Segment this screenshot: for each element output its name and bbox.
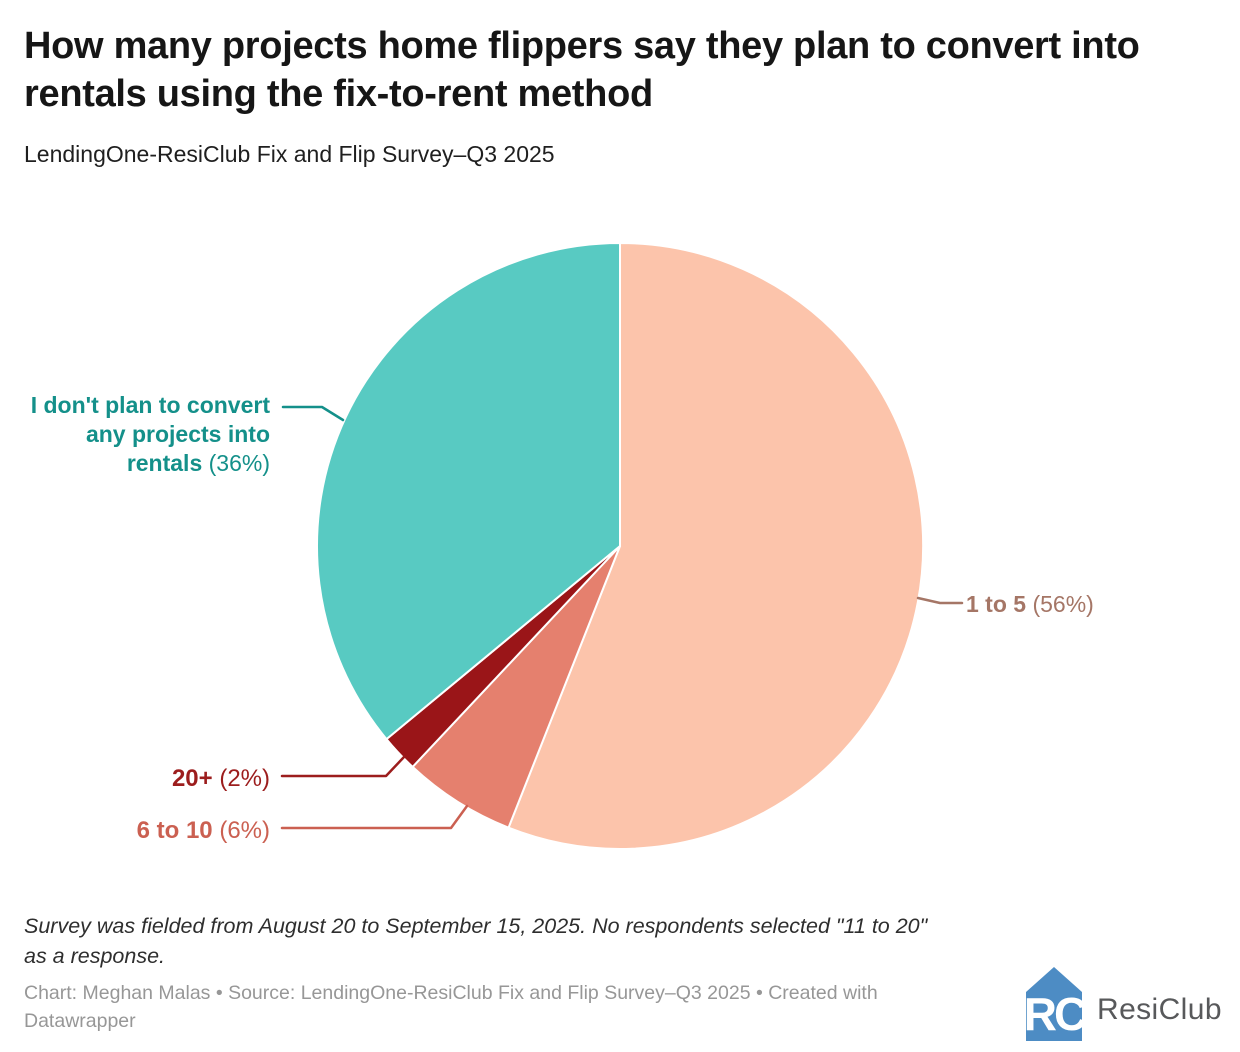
attribution: Chart: Meghan Malas • Source: LendingOne… (24, 980, 984, 1035)
leader-line-none (281, 405, 345, 422)
callout-label-1-to-5: 1 to 5 (56%) (966, 590, 1094, 619)
callout-label-20-plus: 20+ (2%) (0, 764, 270, 793)
callout-label-text: any projects into (85, 421, 270, 447)
pie-slice-i-don-t-plan-to-convert-any-projects-into-rentals (316, 242, 621, 741)
callout-label-pct: (36%) (208, 450, 270, 476)
resiclub-logo: RC ResiClub (1026, 966, 1222, 1042)
leader-line-1-to-5 (916, 596, 964, 605)
attribution-line-1: Chart: Meghan Malas • Source: LendingOne… (24, 982, 878, 1004)
svg-text:RC: RC (1026, 988, 1082, 1040)
leader-line-6-to-10 (280, 804, 469, 830)
callout-label-text: I don't plan to convert (30, 392, 270, 418)
callout-label-pct: (6%) (219, 817, 270, 844)
callout-label-text: 1 to 5 (966, 591, 1027, 617)
callout-label-pct: (2%) (219, 765, 270, 792)
footnote: Survey was fielded from August 20 to Sep… (24, 911, 1044, 971)
resiclub-logo-text: ResiClub (1097, 993, 1222, 1026)
pie-slices (316, 242, 925, 850)
pie-slice-1-to-5 (507, 242, 925, 850)
callout-label-text: 20+ (171, 765, 213, 792)
footnote-line-2: as a response. (24, 944, 166, 968)
resiclub-logo-icon: RC (1026, 967, 1082, 1041)
footnote-line-1: Survey was fielded from August 20 to Sep… (24, 914, 928, 938)
callout-label-6-to-10: 6 to 10 (6%) (0, 816, 270, 845)
callout-label-text: rentals (126, 450, 203, 476)
callout-label-text: 6 to 10 (136, 817, 213, 844)
callout-label-pct: (56%) (1032, 591, 1094, 617)
attribution-line-2: Datawrapper (24, 1009, 136, 1032)
callout-label-no-convert: I don't plan to convert any projects int… (0, 391, 270, 478)
chart-subtitle: LendingOne-ResiClub Fix and Flip Survey–… (24, 141, 555, 167)
page-title: How many projects home flippers say they… (24, 25, 1140, 115)
leader-line-20-plus (280, 755, 406, 778)
